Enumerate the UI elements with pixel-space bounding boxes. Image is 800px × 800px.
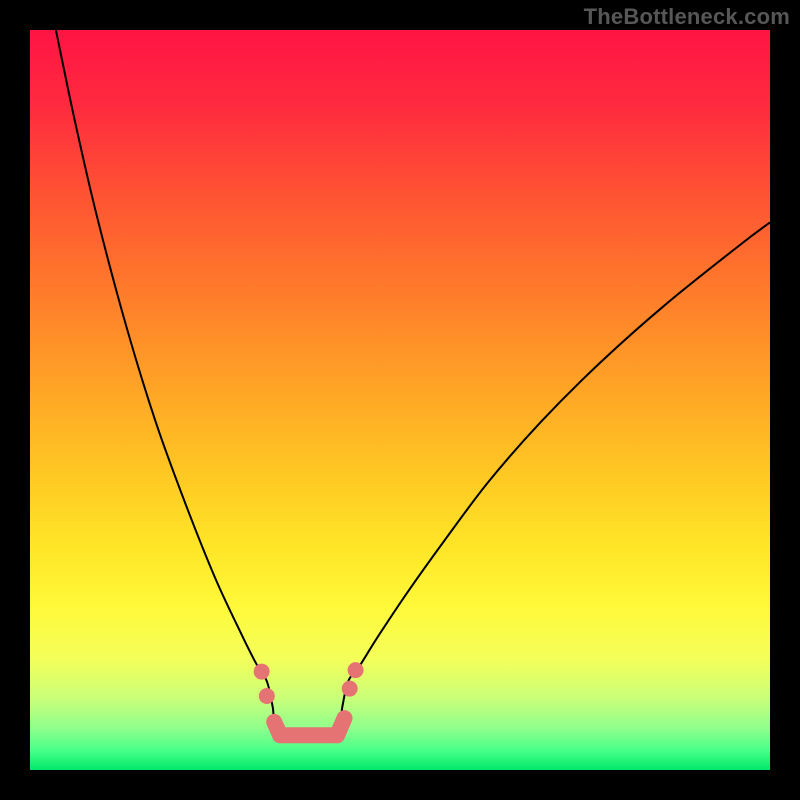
- plot-background: [30, 30, 770, 770]
- chart-root: TheBottleneck.com: [0, 0, 800, 800]
- chart-svg: [0, 0, 800, 800]
- watermark-text: TheBottleneck.com: [584, 4, 790, 30]
